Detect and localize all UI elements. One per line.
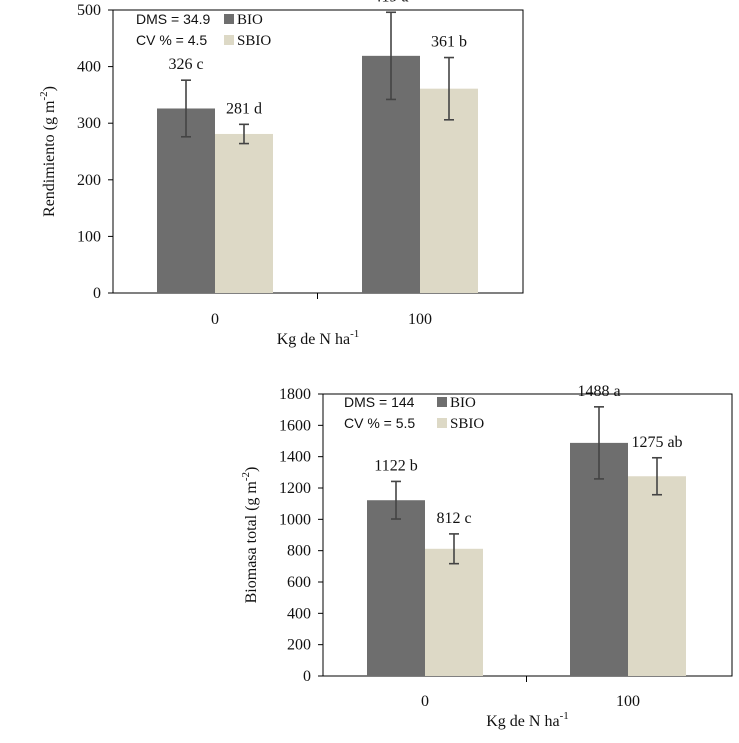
y-tick-label: 200 [77, 172, 101, 189]
stat-dms: DMS = 144 [344, 394, 415, 410]
y-axis-label: Rendimiento (g m-2) [38, 86, 58, 217]
y-tick-label: 400 [77, 59, 101, 76]
chart-1: 0 100 200 300 400 500 326 c 281 d 0 419 a 361 b 100… [38, 0, 524, 348]
stat-cv: CV % = 4.5 [136, 32, 207, 48]
y-tick-label: 200 [287, 637, 311, 654]
y-tick-label: 1000 [279, 511, 311, 528]
legend-swatch-bio [224, 14, 234, 24]
y-tick-label: 0 [93, 285, 101, 302]
stat-dms: DMS = 34.9 [136, 11, 211, 27]
y-tick-label: 400 [287, 605, 311, 622]
y-tick-label: 300 [77, 115, 101, 132]
bar-bio-0 [157, 108, 215, 293]
x-axis-label: Kg de N ha-1 [486, 710, 568, 730]
legend-label-sbio: SBIO [450, 416, 484, 432]
y-tick-label: 0 [303, 668, 311, 685]
bar-sbio-0 [215, 133, 273, 293]
data-label: 281 d [226, 100, 262, 117]
bar-bio-100 [570, 442, 628, 676]
bar-sbio-0 [425, 548, 483, 676]
legend-swatch-sbio [224, 35, 234, 45]
data-label: 361 b [431, 34, 467, 51]
plot-frame [322, 393, 733, 677]
y-tick-label: 600 [287, 574, 311, 591]
legend-label-sbio: SBIO [237, 33, 271, 49]
y-tick-label: 500 [77, 2, 101, 19]
data-label: 419 a [373, 0, 408, 5]
y-tick-label: 1400 [279, 449, 311, 466]
y-tick-label: 1800 [279, 386, 311, 403]
stat-cv: CV % = 5.5 [344, 415, 415, 431]
x-tick-label: 100 [408, 311, 432, 328]
y-tick-label: 100 [77, 228, 101, 245]
legend-label-bio: BIO [237, 12, 263, 28]
data-label: 326 c [168, 56, 203, 73]
y-tick-label: 800 [287, 543, 311, 560]
bar-sbio-100 [628, 476, 686, 676]
data-label: 1488 a [577, 383, 620, 400]
bar-bio-0 [367, 500, 425, 676]
data-label: 812 c [436, 510, 471, 527]
x-tick-label: 0 [211, 311, 219, 328]
x-tick-label: 0 [421, 693, 429, 710]
bar-sbio-100 [420, 88, 478, 293]
legend-label-bio: BIO [450, 395, 476, 411]
legend-swatch-bio [437, 397, 447, 407]
y-axis-label: Biomasa total (g m-2) [240, 467, 260, 604]
legend-swatch-sbio [437, 418, 447, 428]
x-tick-label: 100 [616, 693, 640, 710]
data-label: 1275 ab [631, 434, 682, 451]
y-tick-label: 1200 [279, 480, 311, 497]
y-tick-label: 1600 [279, 417, 311, 434]
data-label: 1122 b [374, 457, 417, 474]
x-axis-label: Kg de N ha-1 [277, 328, 359, 348]
